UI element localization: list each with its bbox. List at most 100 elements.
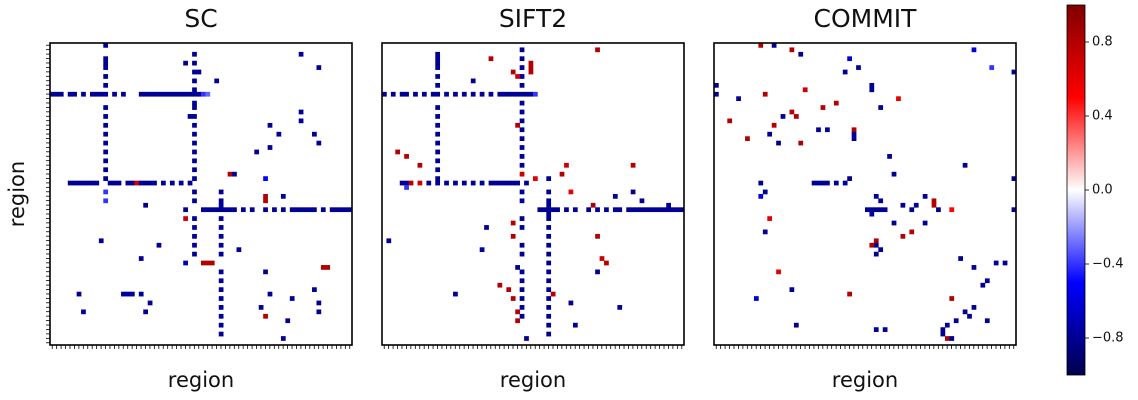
heatmap-cell <box>856 65 861 70</box>
heatmap-cell <box>404 185 409 190</box>
heatmap-cell <box>802 87 808 93</box>
heatmap-cell <box>404 154 409 159</box>
heatmap-cell <box>595 207 600 213</box>
heatmap-cell <box>767 216 773 221</box>
heatmap-cell <box>169 91 175 97</box>
heatmap-cell <box>435 82 441 88</box>
heatmap-cell <box>218 313 224 319</box>
heatmap-cell <box>953 318 959 324</box>
heatmap-cell <box>753 296 759 301</box>
heatmap-cell <box>762 189 768 195</box>
heatmap-cell <box>971 47 977 53</box>
heatmap-cell <box>847 291 852 297</box>
heatmap-cell <box>842 69 848 75</box>
heatmap-cell <box>572 207 578 213</box>
heatmap-cell <box>617 305 623 310</box>
heatmap-cell <box>417 180 423 186</box>
heatmap-cell <box>240 207 246 213</box>
heatmap-cell <box>316 309 322 315</box>
heatmap-cell <box>767 131 773 137</box>
heatmap-cell <box>758 43 764 48</box>
heatmap-cell <box>453 291 458 297</box>
heatmap-cell <box>81 180 86 186</box>
x-axis-label: region <box>168 368 234 392</box>
heatmap-cell <box>103 56 109 62</box>
heatmap-cell <box>515 318 520 324</box>
heatmap-cell <box>493 180 498 186</box>
heatmap-cell <box>533 91 538 97</box>
heatmap-cell <box>519 127 525 133</box>
heatmap-cell <box>453 180 458 186</box>
heatmap-cell <box>519 225 525 230</box>
panel-title: SIFT2 <box>499 4 567 33</box>
heatmap-cell <box>183 216 188 221</box>
heatmap-cell <box>81 91 86 97</box>
heatmap-cell <box>878 207 884 213</box>
heatmap-cell <box>174 91 180 97</box>
colorbar-tick-label: 0.8 <box>1092 35 1113 50</box>
heatmap-cell <box>546 207 552 213</box>
heatmap-cell <box>147 300 153 306</box>
heatmap-cell <box>218 225 224 230</box>
heatmap-cell <box>833 180 839 186</box>
plot-background <box>50 43 352 345</box>
heatmap-cell <box>479 180 485 186</box>
heatmap-cell <box>307 207 313 213</box>
heatmap-cell <box>639 198 645 204</box>
heatmap-cell <box>666 207 671 213</box>
heatmap-cell <box>989 65 995 70</box>
heatmap-cell <box>298 118 304 124</box>
heatmap-cell <box>825 180 830 186</box>
heatmap-cell <box>820 180 826 186</box>
heatmap-cell <box>178 91 184 97</box>
heatmap-cell <box>586 207 592 213</box>
heatmap-cell <box>479 91 485 97</box>
heatmap-cell <box>435 122 441 128</box>
heatmap-cell <box>762 229 768 235</box>
heatmap-cell <box>298 51 304 57</box>
heatmap-cell <box>129 291 135 297</box>
heatmap-cell <box>1011 207 1017 213</box>
heatmap-cell <box>546 313 552 319</box>
heatmap-cell <box>519 74 525 79</box>
heatmap-cell <box>550 291 556 297</box>
heatmap-cell <box>218 189 224 195</box>
heatmap-cell <box>192 149 197 155</box>
heatmap-cell <box>205 260 211 266</box>
heatmap-cell <box>316 65 322 70</box>
heatmap-cell <box>519 305 525 310</box>
heatmap-cell <box>962 162 968 168</box>
heatmap-cell <box>152 180 157 186</box>
heatmap-cell <box>143 180 149 186</box>
heatmap-cell <box>568 300 574 306</box>
heatmap-cell <box>595 269 600 275</box>
heatmap-cell <box>325 265 331 270</box>
heatmap-cell <box>183 207 188 213</box>
heatmap-cell <box>147 91 153 97</box>
heatmap-cell <box>612 207 618 213</box>
heatmap-cell <box>316 300 322 306</box>
heatmap-cell <box>201 207 206 213</box>
heatmap-cell <box>103 167 109 173</box>
heatmap-cell <box>758 194 764 199</box>
heatmap-cell <box>820 105 826 110</box>
heatmap-cell <box>312 207 317 213</box>
heatmap-cell <box>298 207 304 213</box>
heatmap-cell <box>546 305 552 310</box>
heatmap-cell <box>572 322 578 328</box>
heatmap-cell <box>550 207 556 213</box>
heatmap-cell <box>192 167 197 173</box>
heatmap-cell <box>103 131 109 137</box>
heatmap-cell <box>793 114 799 119</box>
heatmap-cell <box>546 233 552 239</box>
heatmap-cell <box>218 251 224 257</box>
heatmap-cell <box>958 256 964 261</box>
heatmap-cell <box>519 269 525 275</box>
heatmap-cell <box>519 91 525 97</box>
heatmap-cell <box>89 91 95 97</box>
heatmap-cell <box>76 291 82 297</box>
heatmap-cell <box>546 331 552 337</box>
heatmap-cell <box>67 91 73 97</box>
heatmap-cell <box>878 198 884 204</box>
heatmap-cell <box>192 91 197 97</box>
